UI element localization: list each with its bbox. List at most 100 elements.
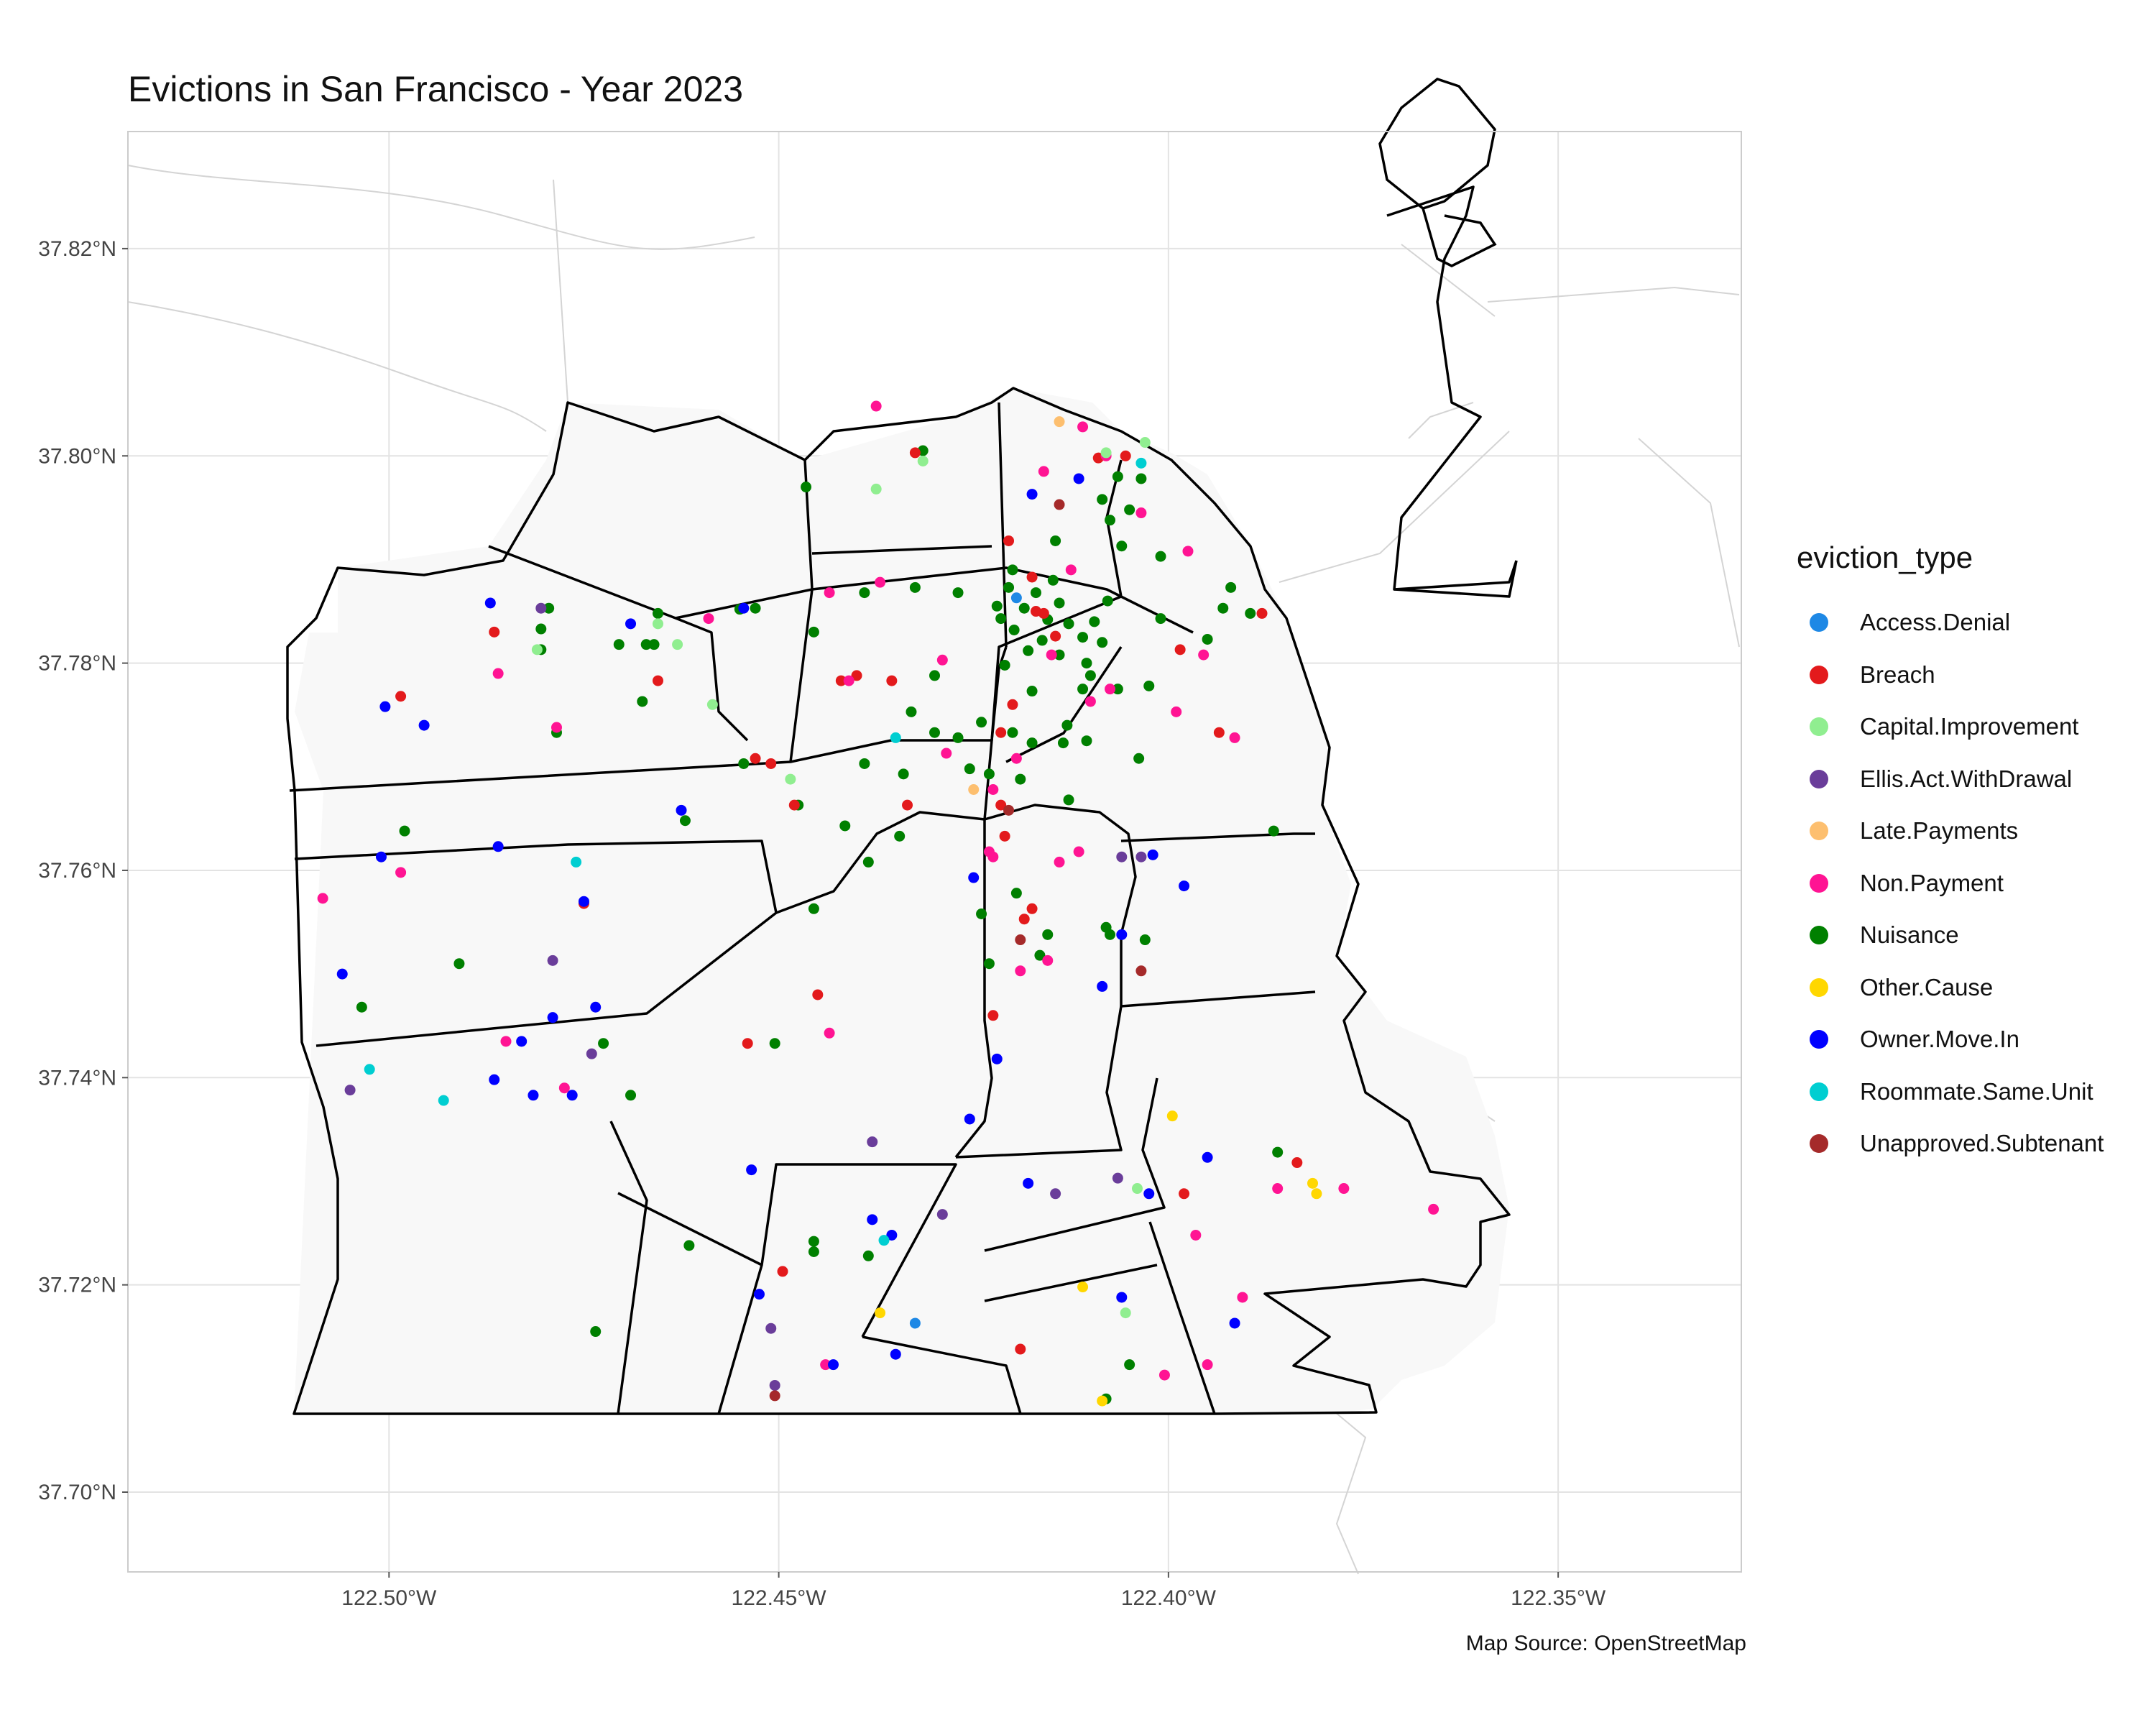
legend-swatch (1810, 822, 1828, 841)
eviction-point (1124, 504, 1135, 515)
eviction-point (753, 1289, 765, 1300)
eviction-point (1179, 1188, 1190, 1200)
y-tick-label: 37.76°N (38, 859, 116, 883)
eviction-point (1291, 1157, 1303, 1169)
eviction-point (1065, 564, 1077, 576)
eviction-point (1010, 592, 1022, 604)
eviction-point (1007, 699, 1018, 710)
eviction-point (637, 696, 648, 707)
eviction-point (1084, 696, 1096, 707)
legend-item: Non.Payment (1797, 857, 2104, 910)
legend-swatch (1810, 926, 1828, 945)
eviction-point (1135, 473, 1147, 484)
eviction-point (769, 1390, 780, 1402)
eviction-point (1120, 1307, 1131, 1319)
y-tick-label: 37.70°N (38, 1481, 116, 1504)
eviction-point (1081, 658, 1092, 669)
eviction-point (909, 1317, 921, 1329)
eviction-point (1007, 564, 1018, 576)
eviction-point (1018, 602, 1030, 614)
eviction-point (875, 1307, 886, 1319)
eviction-point (1116, 929, 1128, 940)
eviction-point (1131, 1183, 1143, 1195)
eviction-point (824, 587, 835, 599)
eviction-point (1307, 1177, 1319, 1189)
eviction-point (1073, 846, 1084, 857)
eviction-point (808, 903, 819, 914)
eviction-point (1217, 602, 1229, 614)
eviction-point (598, 1038, 609, 1049)
eviction-point (1036, 635, 1048, 646)
legend-title: eviction_type (1797, 540, 1973, 574)
eviction-point (898, 768, 909, 780)
eviction-point (902, 799, 913, 811)
eviction-point (769, 1038, 780, 1049)
eviction-point (492, 841, 504, 852)
eviction-point (1143, 680, 1155, 691)
eviction-point (890, 732, 901, 743)
legend-label: Other.Cause (1860, 973, 1994, 1000)
eviction-point (648, 639, 660, 650)
eviction-point (890, 1348, 901, 1360)
legend-item: Breach (1797, 649, 2104, 702)
eviction-point (738, 602, 750, 614)
treasure-island (1378, 78, 1497, 267)
eviction-point (936, 654, 948, 666)
eviction-point (1182, 546, 1194, 557)
eviction-point (571, 856, 582, 868)
legend-swatch (1810, 1134, 1828, 1154)
eviction-point (703, 613, 714, 625)
eviction-point (1135, 507, 1147, 519)
eviction-point (1272, 1146, 1284, 1158)
eviction-point (906, 706, 917, 717)
eviction-point (1428, 1203, 1439, 1215)
legend-label: Roommate.Same.Unit (1860, 1077, 2093, 1105)
eviction-point (1102, 595, 1113, 607)
eviction-point (543, 602, 555, 614)
x-tick-label: 122.35°W (1511, 1586, 1606, 1610)
eviction-point (875, 576, 886, 588)
eviction-point (1171, 706, 1182, 717)
eviction-point (364, 1064, 375, 1075)
eviction-point (1015, 1343, 1026, 1355)
eviction-point (999, 830, 1010, 842)
eviction-point (1120, 450, 1131, 461)
legend-swatch (1810, 717, 1828, 737)
eviction-point (894, 830, 906, 842)
eviction-point (679, 815, 691, 827)
legend-label: Capital.Improvement (1860, 713, 2079, 740)
eviction-point (1112, 471, 1123, 482)
legend-item: Owner.Move.In (1797, 1013, 2104, 1066)
eviction-point (987, 1010, 999, 1021)
eviction-point (991, 1053, 1003, 1064)
eviction-point (878, 1235, 890, 1246)
eviction-point (828, 1359, 839, 1371)
eviction-point (547, 954, 558, 966)
eviction-point (586, 1048, 597, 1059)
eviction-point (1073, 473, 1084, 484)
eviction-point (983, 958, 995, 970)
eviction-point (801, 482, 812, 493)
eviction-point (1003, 535, 1015, 546)
eviction-point (1202, 1151, 1213, 1163)
eviction-point (1198, 649, 1210, 661)
eviction-point (1105, 684, 1116, 695)
legend-swatch (1810, 1030, 1828, 1049)
eviction-points (317, 400, 1439, 1407)
eviction-point (987, 851, 999, 862)
eviction-point (859, 587, 870, 599)
eviction-point (535, 623, 547, 635)
eviction-point (1026, 489, 1038, 500)
eviction-point (535, 602, 547, 614)
eviction-point (1139, 934, 1151, 946)
eviction-point (1174, 644, 1186, 656)
eviction-point (1054, 856, 1065, 868)
eviction-point (399, 825, 410, 837)
eviction-point (1166, 1110, 1178, 1122)
eviction-point (1229, 1317, 1240, 1329)
eviction-point (379, 701, 391, 712)
eviction-point (1202, 633, 1213, 645)
eviction-point (418, 719, 430, 731)
eviction-point (909, 447, 921, 459)
